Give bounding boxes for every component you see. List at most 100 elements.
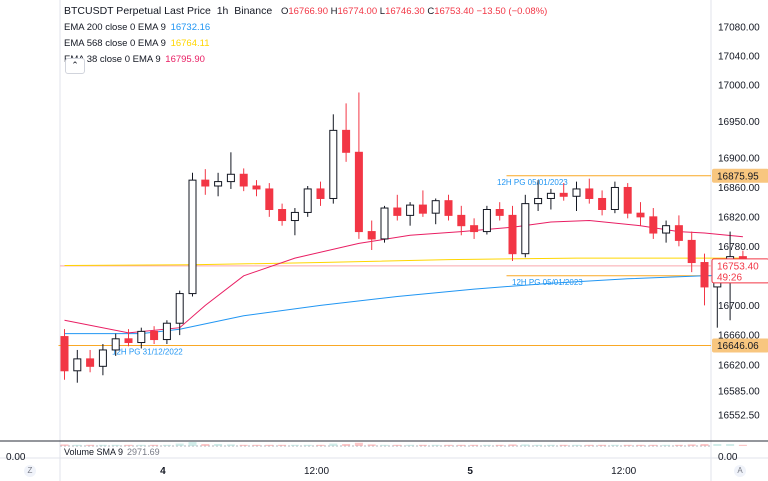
candle-body xyxy=(367,231,376,240)
symbol-name[interactable]: BTCUSDT Perpetual Last Price xyxy=(64,5,211,17)
volume-legend-label: Volume SMA 9 xyxy=(64,447,124,457)
candle-body xyxy=(175,293,184,324)
y-tick-label: 16820.00 xyxy=(718,212,760,223)
legend-ema-200[interactable]: EMA 200 close 0 EMA 9 16732.16 xyxy=(64,20,547,36)
last-price-badge xyxy=(711,258,768,284)
price-lines: 12H PG 05/01/2023 12H PG 05/01/2023 12H PG… xyxy=(58,175,711,356)
candle-body xyxy=(546,192,555,199)
price-level-badge-text: 16875.95 xyxy=(717,171,759,182)
reset-left-button[interactable]: Z xyxy=(24,465,36,477)
volume-axis-label: 0.00 xyxy=(718,452,738,463)
candle-body xyxy=(534,197,543,205)
ema-line xyxy=(64,219,743,334)
candle-body xyxy=(495,209,504,216)
candle-body xyxy=(457,214,466,227)
volume-bar xyxy=(572,444,581,446)
candle-body xyxy=(73,358,82,372)
volume-bar xyxy=(175,443,184,446)
indicator-value: 16732.16 xyxy=(170,22,211,33)
candle-body xyxy=(201,179,210,187)
price-level-label: 12H PG 31/12/2022 xyxy=(112,347,183,356)
volume-bar xyxy=(137,444,146,446)
volume-bar xyxy=(380,444,389,446)
ema-line xyxy=(64,257,743,266)
high-key: H xyxy=(330,6,338,17)
volume-legend[interactable]: Volume SMA 9 2971.69 xyxy=(64,447,160,457)
volume-bar xyxy=(713,444,722,446)
volume-bar xyxy=(457,444,466,446)
candle-body xyxy=(111,338,120,351)
ohlc-values: O16766.90 H16774.00 L16746.30 C16753.40 … xyxy=(281,6,547,17)
candle-body xyxy=(418,204,427,214)
candle-body xyxy=(265,188,274,211)
candle-body xyxy=(521,203,530,255)
volume-bar xyxy=(431,444,440,446)
candle-body xyxy=(214,181,223,187)
volume-bar xyxy=(342,444,351,446)
candle-body xyxy=(316,188,325,199)
volume-bar xyxy=(470,444,479,446)
candle-body xyxy=(162,322,171,341)
price-level-badge xyxy=(712,338,768,353)
candle-body xyxy=(649,216,658,234)
low-key: L xyxy=(379,6,386,17)
indicator-label: EMA 200 close 0 EMA 9 xyxy=(64,22,166,33)
y-tick-label: 16950.00 xyxy=(718,117,760,128)
axes[interactable]: 17080.00 17040.00 17000.00 16950.00 16900.00… xyxy=(160,23,768,477)
volume-bar xyxy=(73,444,82,446)
volume-bar xyxy=(98,444,107,446)
candle-body xyxy=(188,179,197,295)
volume-bar xyxy=(674,444,683,446)
open-value: 16766.90 xyxy=(288,6,328,17)
y-tick-label: 16780.00 xyxy=(718,242,760,253)
candle-body xyxy=(380,207,389,240)
candle-body xyxy=(150,330,159,341)
candle-body xyxy=(482,209,491,233)
chevron-up-icon[interactable]: ⌃ xyxy=(65,58,85,74)
candle-body xyxy=(687,239,696,264)
exchange: Binance xyxy=(234,5,273,17)
low-value: 16746.30 xyxy=(385,6,425,17)
auto-scale-button[interactable]: A xyxy=(734,465,746,477)
volume-bar xyxy=(585,444,594,446)
volume-bar xyxy=(687,444,696,446)
volume-bar xyxy=(508,444,517,446)
volume-bar xyxy=(188,442,197,446)
chart-legend: BTCUSDT Perpetual Last Price 1h Binance … xyxy=(64,3,547,68)
y-tick-label: 16620.00 xyxy=(718,360,760,371)
volume-legend-value: 2971.69 xyxy=(127,447,160,457)
legend-ema-38[interactable]: EMA 38 close 0 EMA 9 16795.90 xyxy=(64,52,547,68)
volume-bar xyxy=(201,444,210,446)
candle-body xyxy=(431,200,440,214)
volume-bar xyxy=(290,444,299,446)
x-tick-label: 4 xyxy=(160,466,166,477)
candle-body xyxy=(124,338,133,344)
y-tick-label: 16900.00 xyxy=(718,154,760,165)
candle-body xyxy=(662,225,671,234)
x-tick-label: 12:00 xyxy=(611,466,636,477)
price-level-badge-text: 16646.06 xyxy=(717,341,759,352)
interval[interactable]: 1h xyxy=(216,5,229,17)
price-level-badge xyxy=(712,168,768,183)
legend-ema-568[interactable]: EMA 568 close 0 EMA 9 16764.11 xyxy=(64,36,547,52)
volume-bar xyxy=(86,444,95,446)
y-tick-label: 17080.00 xyxy=(718,23,760,34)
high-value: 16774.00 xyxy=(337,6,378,17)
candle-body xyxy=(342,129,351,153)
volume-bars xyxy=(60,442,747,446)
volume-bar xyxy=(60,444,69,446)
candle-body xyxy=(98,349,107,367)
candle-body xyxy=(137,330,146,344)
candle-body xyxy=(86,358,95,367)
volume-bar xyxy=(124,444,133,446)
candle-body xyxy=(60,336,69,372)
left-axis-value: 0.00 xyxy=(6,452,26,463)
volume-bar xyxy=(521,444,530,446)
volume-bar xyxy=(623,444,632,446)
volume-bar xyxy=(649,444,658,446)
volume-bar xyxy=(546,444,555,446)
indicator-value: 16795.90 xyxy=(165,54,205,65)
